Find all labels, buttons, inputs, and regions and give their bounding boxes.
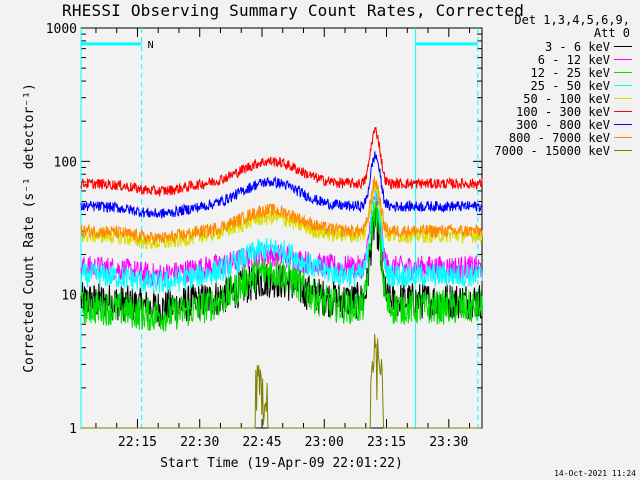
legend-entry-label: 300 - 800 keV (516, 117, 610, 132)
legend-entry-swatch (614, 59, 632, 60)
legend-entry-7: 800 - 7000 keV (478, 130, 638, 145)
legend-entry-label: 7000 - 15000 keV (494, 143, 610, 158)
x-tick-label-23:30: 23:30 (429, 435, 468, 450)
legend-entry-3: 25 - 50 keV (478, 78, 638, 93)
legend-entry-label: 100 - 300 keV (516, 104, 610, 119)
series-line-2 (80, 198, 483, 332)
series-line-3 (80, 185, 483, 294)
legend-entry-swatch (614, 150, 632, 151)
legend: Det 1,3,4,5,6,9, Att 0 3 - 6 keV 6 - 12 k… (478, 13, 638, 158)
legend-entry-label: 12 - 25 keV (530, 65, 610, 80)
x-tick-label-23:15: 23:15 (367, 435, 406, 450)
y-tick-label-100: 100 (54, 155, 77, 170)
legend-entry-swatch (614, 124, 632, 125)
legend-entry-swatch (614, 72, 632, 73)
y-tick-label-1: 1 (69, 422, 77, 437)
legend-entry-swatch (614, 111, 632, 112)
legend-entry-1: 6 - 12 keV (478, 52, 638, 67)
x-tick-label-22:15: 22:15 (118, 435, 157, 450)
legend-entry-8: 7000 - 15000 keV (478, 143, 638, 158)
legend-entry-4: 50 - 100 keV (478, 91, 638, 106)
series-line-6 (80, 151, 483, 219)
x-tick-label-22:30: 22:30 (180, 435, 219, 450)
legend-entry-swatch (614, 137, 632, 138)
footer-timestamp: 14-Oct-2021 11:24 (554, 469, 636, 478)
legend-entry-label: 800 - 7000 keV (508, 130, 610, 145)
x-tick-label-23:00: 23:00 (305, 435, 344, 450)
x-tick-label-22:45: 22:45 (242, 435, 281, 450)
legend-entry-label: 50 - 100 keV (523, 91, 610, 106)
legend-entry-label: 25 - 50 keV (530, 78, 610, 93)
legend-entry-2: 12 - 25 keV (478, 65, 638, 80)
chart-title: RHESSI Observing Summary Count Rates, Co… (62, 1, 525, 20)
legend-entry-swatch (614, 98, 632, 99)
legend-header-line-1: Det 1,3,4,5,6,9, (514, 13, 630, 27)
series-line-8 (81, 333, 482, 429)
night-label: N (148, 40, 154, 51)
y-tick-label-1000: 1000 (46, 22, 77, 37)
legend-entry-0: 3 - 6 keV (478, 39, 638, 54)
x-axis-label: Start Time (19-Apr-09 22:01:22) (160, 456, 403, 471)
legend-entry-swatch (614, 85, 632, 86)
legend-entry-label: 6 - 12 keV (537, 52, 610, 67)
legend-entry-label: 3 - 6 keV (544, 39, 610, 54)
legend-entry-6: 300 - 800 keV (478, 117, 638, 132)
y-axis-label: Corrected Count Rate (s⁻¹ detector⁻¹) (22, 83, 37, 373)
y-tick-label-10: 10 (61, 289, 77, 304)
legend-entry-5: 100 - 300 keV (478, 104, 638, 119)
legend-header-line-2: Att 0 (593, 26, 630, 40)
series-line-7 (80, 176, 483, 246)
legend-entry-swatch (614, 46, 632, 47)
series-line-5 (80, 126, 483, 197)
